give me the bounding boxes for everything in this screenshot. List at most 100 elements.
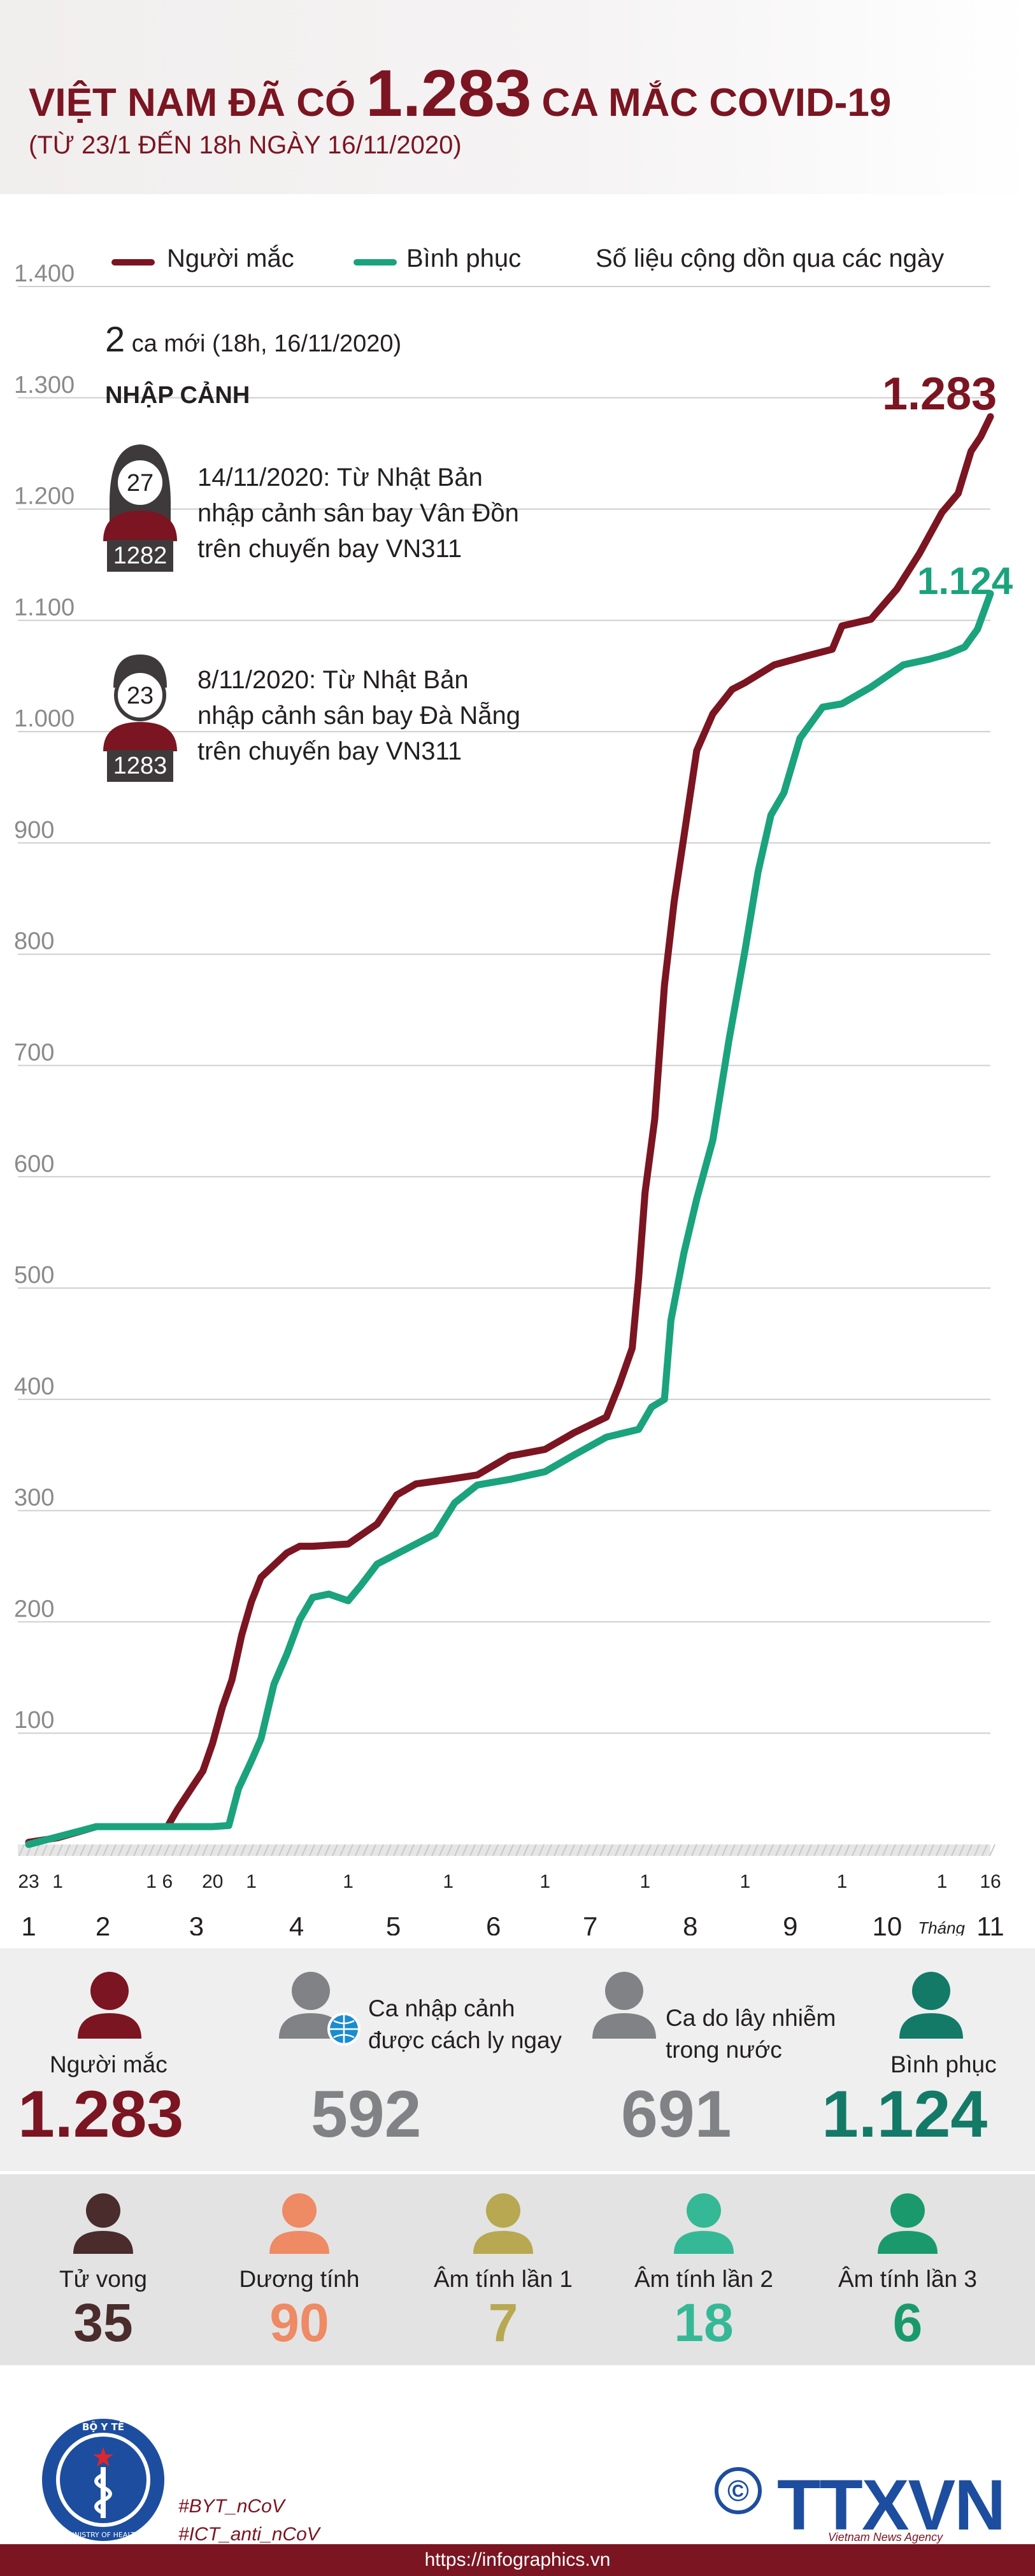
x-day-tick-label: 1 xyxy=(639,1871,650,1892)
axis-hatch xyxy=(446,1844,453,1857)
series-line-infected xyxy=(25,413,994,1846)
axis-hatch xyxy=(347,1844,353,1857)
source-url[interactable]: https://infographics.vn xyxy=(0,2544,1035,2576)
x-day-tick-label: 1 xyxy=(343,1871,353,1892)
axis-hatch xyxy=(492,1844,499,1857)
status-stat-label: Dương tính xyxy=(239,2266,360,2292)
case-line: 14/11/2020: Từ Nhật Bản xyxy=(197,464,483,492)
axis-hatch xyxy=(64,1844,71,1857)
stat-imported-value: 592 xyxy=(311,2077,422,2151)
axis-hatch xyxy=(156,1844,162,1857)
axis-hatch xyxy=(18,1844,25,1857)
x-day-tick-label: 6 xyxy=(162,1871,173,1892)
stats-summary-panel xyxy=(0,1948,1035,2171)
axis-hatch xyxy=(546,1844,552,1857)
axis-hatch xyxy=(775,1844,782,1857)
x-day-tick-label: 20 xyxy=(202,1871,223,1892)
x-day-tick-label: 1 xyxy=(443,1871,453,1892)
legend-infected-swatch xyxy=(111,259,155,265)
ministry-of-health-logo: BỘ Y TẾ MINISTRY OF HEALTH xyxy=(42,2419,164,2541)
stat-infected-value: 1.283 xyxy=(18,2077,184,2151)
axis-hatch xyxy=(829,1844,835,1857)
x-month-label: 10 xyxy=(872,1911,902,1936)
hashtag[interactable]: #BYT_nCoV xyxy=(178,2496,285,2517)
axis-hatch xyxy=(339,1844,346,1857)
person-icon xyxy=(878,2193,938,2254)
status-stat-value: 90 xyxy=(269,2293,329,2353)
axis-hatch xyxy=(584,1844,590,1857)
case-1282-description: 14/11/2020: Từ Nhật Bản nhập cảnh sân ba… xyxy=(197,460,519,567)
y-tick-label: 800 xyxy=(14,928,54,955)
case-id-badge: 1283 xyxy=(107,750,173,782)
stat-domestic-value: 691 xyxy=(621,2077,732,2151)
axis-hatch xyxy=(974,1844,980,1857)
axis-hatch xyxy=(676,1844,682,1857)
axis-hatch xyxy=(553,1844,560,1857)
axis-hatch xyxy=(928,1844,934,1857)
hashtag[interactable]: #ICT_anti_nCoV xyxy=(178,2524,320,2545)
status-stat-value: 35 xyxy=(73,2293,133,2353)
axis-hatch xyxy=(630,1844,636,1857)
title-number: 1.283 xyxy=(366,57,532,131)
y-tick-label: 400 xyxy=(14,1373,54,1400)
axis-hatch xyxy=(332,1844,338,1857)
status-stat-label: Tử vong xyxy=(59,2266,147,2292)
x-day-tick-label: 1 xyxy=(246,1871,257,1892)
status-stat-label: Âm tính lần 2 xyxy=(634,2266,773,2292)
axis-hatch xyxy=(171,1844,178,1857)
y-tick-label: 100 xyxy=(14,1707,54,1734)
legend-recovered-swatch xyxy=(353,259,397,265)
x-day-tick-label: 16 xyxy=(980,1871,1001,1892)
x-day-tick-label: 1 xyxy=(740,1871,751,1892)
header-banner xyxy=(0,0,1035,194)
axis-hatch xyxy=(240,1844,246,1857)
import-title: NHẬP CẢNH xyxy=(105,382,250,409)
axis-hatch xyxy=(874,1844,881,1857)
axis-hatch xyxy=(462,1844,468,1857)
y-tick-label: 1.100 xyxy=(14,594,75,621)
stat-imported-label: Ca nhập cảnh được cách ly ngay xyxy=(368,1993,562,2056)
y-tick-label: 1.200 xyxy=(14,483,75,510)
person-icon xyxy=(592,1972,656,2039)
case-avatar-1283: 23 1283 xyxy=(96,643,185,783)
axis-hatch xyxy=(309,1844,315,1857)
axis-hatch xyxy=(683,1844,690,1857)
axis-hatch xyxy=(49,1844,55,1857)
x-month-label: 1 xyxy=(21,1911,36,1936)
series-lines xyxy=(25,413,994,1848)
axis-hatch xyxy=(362,1844,369,1857)
axis-hatch xyxy=(706,1844,713,1857)
axis-hatch xyxy=(936,1844,942,1857)
status-stat-value: 7 xyxy=(488,2293,518,2353)
axis-hatch xyxy=(783,1844,789,1857)
axis-hatch xyxy=(416,1844,422,1857)
stat-recovered-value: 1.124 xyxy=(822,2077,988,2151)
y-tick-label: 1.000 xyxy=(14,705,75,732)
logo-text-bottom: MINISTRY OF HEALTH xyxy=(66,2531,140,2539)
axis-hatch xyxy=(179,1844,185,1857)
logo-text-top: BỘ Y TẾ xyxy=(82,2419,125,2433)
x-day-tick-label: 1 xyxy=(146,1871,157,1892)
axis-hatch xyxy=(103,1844,109,1857)
x-month-label: 6 xyxy=(486,1911,501,1936)
axis-hatch xyxy=(745,1844,751,1857)
y-axis-labels: 100 200 300 400 500 600 700 800 900 1.000 1.100 1.2… xyxy=(14,260,75,1734)
axis-hatch xyxy=(607,1844,613,1857)
axis-hatch xyxy=(148,1844,155,1857)
axis-hatch xyxy=(691,1844,697,1857)
axis-hatch xyxy=(668,1844,675,1857)
x-month-label: 8 xyxy=(683,1911,697,1936)
status-stat-label: Âm tính lần 3 xyxy=(838,2266,977,2292)
axis-hatch xyxy=(469,1844,476,1857)
axis-hatch xyxy=(370,1844,376,1857)
axis-hatch xyxy=(798,1844,804,1857)
person-icon xyxy=(473,2193,533,2254)
title-suffix: CA MẮC COVID-19 xyxy=(541,81,892,125)
axis-hatch xyxy=(966,1844,973,1857)
y-tick-label: 600 xyxy=(14,1150,54,1177)
axis-hatch xyxy=(653,1844,659,1857)
stat-domestic-label: Ca do lây nhiễm trong nước xyxy=(666,2002,836,2066)
axis-hatch xyxy=(821,1844,827,1857)
axis-hatch xyxy=(806,1844,812,1857)
new-cases-text: ca mới (18h, 16/11/2020) xyxy=(131,330,402,357)
